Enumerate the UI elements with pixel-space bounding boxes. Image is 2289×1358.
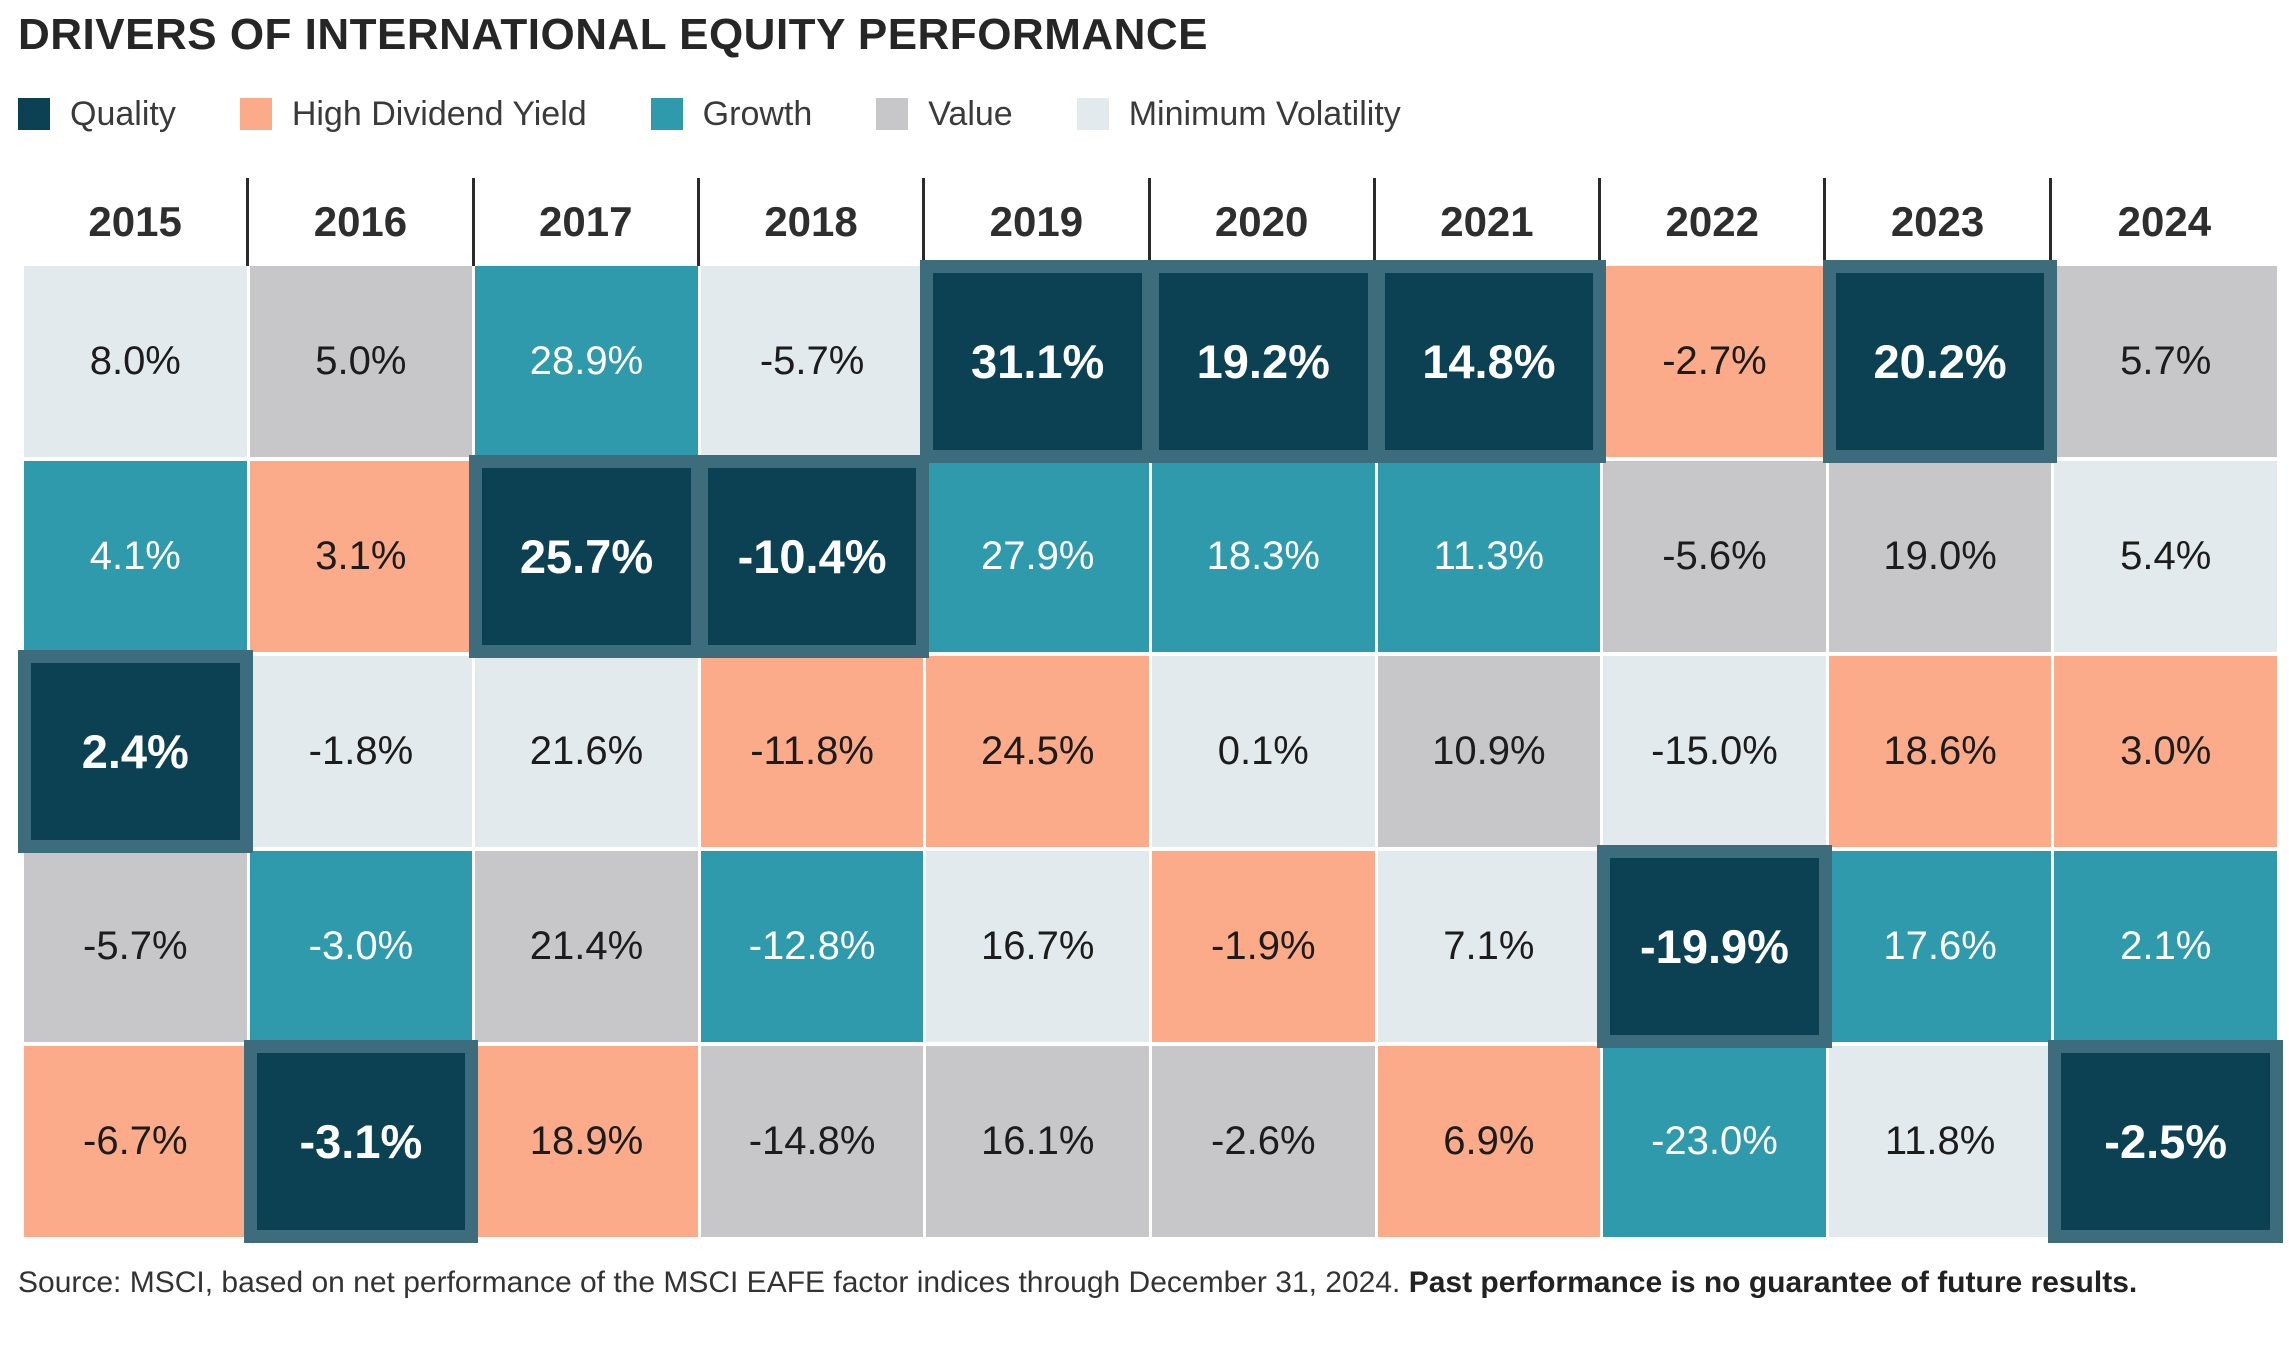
cell-2021-minvol: 7.1% <box>1377 851 1601 1042</box>
source-disclaimer: Past performance is no guarantee of futu… <box>1408 1266 2138 1299</box>
cell-2016-value: 5.0% <box>249 266 473 457</box>
legend-label-growth: Growth <box>702 94 813 133</box>
cell-2022-growth: -23.0% <box>1603 1046 1826 1237</box>
page-title: DRIVERS OF INTERNATIONAL EQUITY PERFORMA… <box>18 10 1209 59</box>
year-header-2017: 2017 <box>475 178 700 266</box>
cell-2017-growth: 28.9% <box>475 266 698 457</box>
year-header-row: 2015 2016 2017 2018 2019 2020 2021 2022 2023 2024 <box>24 178 2277 266</box>
cell-2021-quality: 14.8% <box>1371 260 1607 463</box>
cell-2023-minvol: 11.8% <box>1828 1046 2052 1237</box>
cell-2017-quality: 25.7% <box>469 455 704 658</box>
legend-item-growth: Growth <box>650 94 813 134</box>
legend-swatch-quality <box>18 98 50 130</box>
cell-2018-value: -14.8% <box>700 1046 924 1237</box>
factor-quilt-grid: 8.0% 5.0% 28.9% -5.7% 31.1% 19.2% 14.8% -2.7% 20… <box>18 260 2283 1243</box>
legend-item-quality: Quality <box>18 95 176 134</box>
cell-2020-quality: 19.2% <box>1146 260 1381 463</box>
year-header-2021: 2021 <box>1376 178 1602 266</box>
cell-2022-hdy: -2.7% <box>1603 266 1826 457</box>
source-note: Source: MSCI, based on net performance o… <box>18 1263 2198 1304</box>
cell-2022-minvol: -15.0% <box>1603 656 1826 847</box>
cell-2022-value: -5.6% <box>1603 461 1826 652</box>
year-header-2015: 2015 <box>24 178 250 266</box>
legend-swatch-hdy <box>239 98 272 130</box>
legend-swatch-growth <box>650 98 683 130</box>
legend-label-quality: Quality <box>70 94 176 133</box>
cell-2019-minvol: 16.7% <box>926 851 1149 1042</box>
legend-label-minvol: Minimum Volatility <box>1128 94 1401 133</box>
legend-item-hdy: High Dividend Yield <box>239 94 587 134</box>
cell-2018-quality: -10.4% <box>694 455 930 658</box>
legend-label-hdy: High Dividend Yield <box>291 94 587 133</box>
cell-2016-minvol: -1.8% <box>249 656 473 847</box>
cell-2020-hdy: -1.9% <box>1152 851 1375 1042</box>
year-header-2016: 2016 <box>249 178 475 266</box>
year-header-2018: 2018 <box>700 178 926 266</box>
cell-2019-value: 16.1% <box>926 1046 1149 1237</box>
year-header-2020: 2020 <box>1151 178 1376 266</box>
cell-2021-value: 10.9% <box>1377 656 1601 847</box>
year-header-2019: 2019 <box>925 178 1151 266</box>
cell-2024-value: 5.7% <box>2054 266 2277 457</box>
cell-2015-minvol: 8.0% <box>24 266 247 457</box>
cell-2022-quality: -19.9% <box>1597 845 1832 1048</box>
factor-performance-infographic: DRIVERS OF INTERNATIONAL EQUITY PERFORMA… <box>18 10 2283 1304</box>
cell-2016-quality: -3.1% <box>243 1040 479 1243</box>
cell-2019-hdy: 24.5% <box>926 656 1149 847</box>
cell-2015-growth: 4.1% <box>24 461 247 652</box>
cell-2018-minvol: -5.7% <box>700 266 924 457</box>
cell-2021-hdy: 6.9% <box>1377 1046 1601 1237</box>
cell-2019-growth: 27.9% <box>926 461 1149 652</box>
legend-item-minvol: Minimum Volatility <box>1076 94 1401 134</box>
cell-2018-hdy: -11.8% <box>700 656 924 847</box>
cell-2015-quality: 2.4% <box>18 650 253 853</box>
legend-swatch-minvol <box>1076 98 1109 130</box>
cell-2016-growth: -3.0% <box>249 851 473 1042</box>
year-header-2024: 2024 <box>2117 198 2212 245</box>
cell-2017-hdy: 18.9% <box>475 1046 698 1237</box>
cell-2020-minvol: 0.1% <box>1152 656 1375 847</box>
cell-2020-value: -2.6% <box>1152 1046 1375 1237</box>
legend-label-value: Value <box>928 94 1013 133</box>
year-header-2022: 2022 <box>1601 178 1827 266</box>
year-header-2023: 2023 <box>1826 178 2052 266</box>
cell-2015-value: -5.7% <box>24 851 247 1042</box>
legend-swatch-value <box>876 98 909 130</box>
cell-2017-value: 21.4% <box>475 851 698 1042</box>
legend-item-value: Value <box>876 94 1013 134</box>
cell-2023-value: 19.0% <box>1828 461 2052 652</box>
cell-2015-hdy: -6.7% <box>24 1046 247 1237</box>
legend: Quality High Dividend Yield Growth Value Min… <box>18 94 2277 134</box>
cell-2019-quality: 31.1% <box>920 260 1155 463</box>
cell-2016-hdy: 3.1% <box>249 461 473 652</box>
cell-2023-growth: 17.6% <box>1828 851 2052 1042</box>
cell-2024-quality: -2.5% <box>2048 1040 2283 1243</box>
cell-2024-growth: 2.1% <box>2054 851 2277 1042</box>
cell-2024-minvol: 5.4% <box>2054 461 2277 652</box>
cell-2017-minvol: 21.6% <box>475 656 698 847</box>
cell-2020-growth: 18.3% <box>1152 461 1375 652</box>
cell-2023-quality: 20.2% <box>1822 260 2058 463</box>
cell-2024-hdy: 3.0% <box>2054 656 2277 847</box>
cell-2023-hdy: 18.6% <box>1828 656 2052 847</box>
cell-2021-growth: 11.3% <box>1377 461 1601 652</box>
cell-2018-growth: -12.8% <box>700 851 924 1042</box>
source-text: Source: MSCI, based on net performance o… <box>18 1266 1409 1299</box>
